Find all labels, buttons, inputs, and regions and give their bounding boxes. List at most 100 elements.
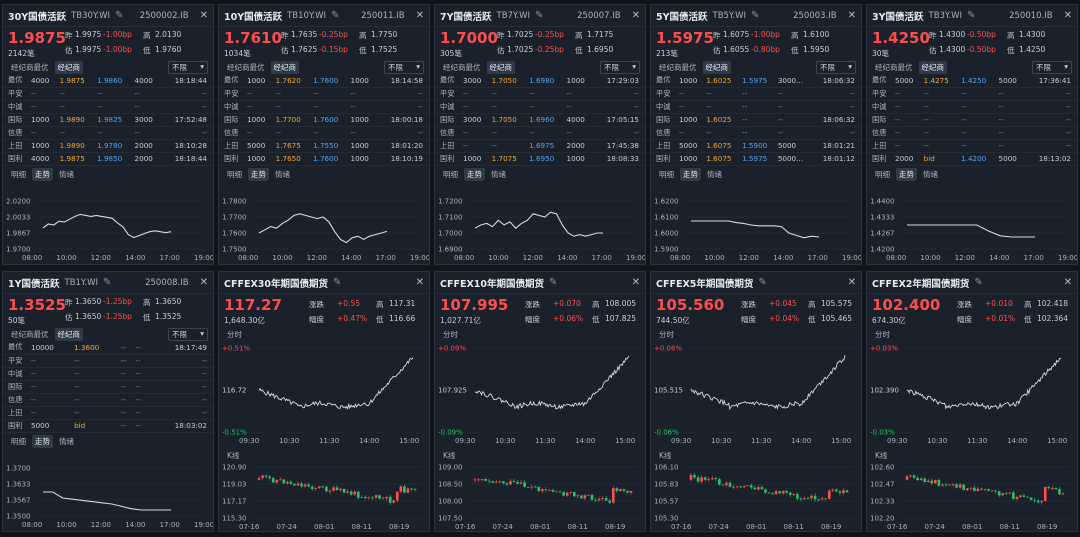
table-row[interactable]: 上田 1000 1.9890 1.9780 2000 18:10:28 <box>3 139 213 153</box>
table-row[interactable]: 最优 5000 1.4275 1.4250 5000 17:36:41 <box>867 74 1077 88</box>
tab-best-broker[interactable]: 经纪商最优 <box>227 62 265 72</box>
table-row[interactable]: 国际 -- -- -- -- -- <box>867 113 1077 127</box>
close-icon[interactable]: ✕ <box>847 277 856 288</box>
tab-mood[interactable]: 情绪 <box>275 170 290 179</box>
filter-select[interactable]: 不限 ▾ <box>168 60 208 74</box>
tab-mood[interactable]: 情绪 <box>59 170 74 179</box>
close-icon[interactable]: ✕ <box>1063 277 1072 288</box>
edit-pencil-icon[interactable]: ✎ <box>115 10 124 21</box>
close-icon[interactable]: ✕ <box>199 10 208 21</box>
table-row[interactable]: 信唐 -- -- -- -- -- <box>219 126 429 140</box>
table-row[interactable]: 中诚 -- -- -- -- -- <box>867 100 1077 114</box>
close-icon[interactable]: ✕ <box>631 277 640 288</box>
filter-select[interactable]: 不限 ▾ <box>168 327 208 341</box>
filter-select[interactable]: 不限 ▾ <box>384 60 424 74</box>
tab-broker[interactable]: 经纪商 <box>918 60 947 74</box>
table-row[interactable]: 中诚 -- -- -- -- -- <box>3 100 213 114</box>
edit-pencil-icon[interactable]: ✎ <box>758 277 767 288</box>
table-row[interactable]: 国利 5000 bid -- -- 18:03:02 <box>3 419 213 433</box>
table-row[interactable]: 平安 -- -- -- -- -- <box>867 87 1077 101</box>
tab-best-broker[interactable]: 经纪商最优 <box>875 62 913 72</box>
table-row[interactable]: 国利 1000 1.7075 1.6950 1000 18:08:33 <box>435 152 645 166</box>
tab-trend[interactable]: 走势 <box>680 168 701 181</box>
close-icon[interactable]: ✕ <box>199 277 208 288</box>
close-icon[interactable]: ✕ <box>631 10 640 21</box>
tab-detail[interactable]: 明细 <box>443 170 458 179</box>
table-row[interactable]: 国利 2000 bid 1.4200 5000 18:13:02 <box>867 152 1077 166</box>
tab-broker[interactable]: 经纪商 <box>702 60 731 74</box>
close-icon[interactable]: ✕ <box>847 10 856 21</box>
table-row[interactable]: 中诚 -- -- -- -- -- <box>651 100 861 114</box>
filter-select[interactable]: 不限 ▾ <box>600 60 640 74</box>
tab-best-broker[interactable]: 经纪商最优 <box>11 329 49 339</box>
edit-pencil-icon[interactable]: ✎ <box>103 277 112 288</box>
edit-pencil-icon[interactable]: ✎ <box>549 277 558 288</box>
filter-select[interactable]: 不限 ▾ <box>816 60 856 74</box>
tab-trend[interactable]: 走势 <box>32 435 53 448</box>
tab-detail[interactable]: 明细 <box>659 170 674 179</box>
tab-trend[interactable]: 走势 <box>464 168 485 181</box>
table-row[interactable]: 国利 4000 1.9875 1.9850 2000 18:18:44 <box>3 152 213 166</box>
table-row[interactable]: 中诚 -- -- -- -- -- <box>435 100 645 114</box>
table-row[interactable]: 平安 -- -- -- -- -- <box>435 87 645 101</box>
tab-broker[interactable]: 经纪商 <box>270 60 299 74</box>
table-row[interactable]: 信唐 -- -- -- -- -- <box>867 126 1077 140</box>
tab-trend[interactable]: 走势 <box>32 168 53 181</box>
table-row[interactable]: 中诚 -- -- -- -- -- <box>219 100 429 114</box>
table-row[interactable]: 平安 -- -- -- -- -- <box>651 87 861 101</box>
table-row[interactable]: 最优 1000 1.6025 1.5975 3000... 18:06:32 <box>651 74 861 88</box>
table-row[interactable]: 国际 -- -- -- -- -- <box>3 380 213 394</box>
table-row[interactable]: 上田 -- -- 1.6975 2000 17:45:38 <box>435 139 645 153</box>
quote-cell: 中诚 <box>3 367 29 381</box>
table-row[interactable]: 上田 5000 1.7675 1.7550 1000 18:01:20 <box>219 139 429 153</box>
table-row[interactable]: 国际 3000 1.7050 1.6960 4000 17:05:15 <box>435 113 645 127</box>
table-row[interactable]: 中诚 -- -- -- -- -- <box>3 367 213 381</box>
tab-mood[interactable]: 情绪 <box>707 170 722 179</box>
close-icon[interactable]: ✕ <box>1063 10 1072 21</box>
tab-broker[interactable]: 经纪商 <box>486 60 515 74</box>
table-row[interactable]: 信唐 -- -- -- -- -- <box>435 126 645 140</box>
table-row[interactable]: 上田 5000 1.6075 1.5900 5000 18:01:21 <box>651 139 861 153</box>
edit-pencil-icon[interactable]: ✎ <box>331 10 340 21</box>
table-row[interactable]: 平安 -- -- -- -- -- <box>3 354 213 368</box>
table-row[interactable]: 最优 1000 1.7620 1.7600 1000 18:14:58 <box>219 74 429 88</box>
table-row[interactable]: 信唐 -- -- -- -- -- <box>651 126 861 140</box>
edit-pencil-icon[interactable]: ✎ <box>535 10 544 21</box>
close-icon[interactable]: ✕ <box>415 10 424 21</box>
tab-best-broker[interactable]: 经纪商最优 <box>11 62 49 72</box>
table-row[interactable]: 上田 -- -- -- -- -- <box>3 406 213 420</box>
table-row[interactable]: 国利 1000 1.7650 1.7600 1000 18:10:19 <box>219 152 429 166</box>
table-row[interactable]: 国际 1000 1.9890 1.9825 3000 17:52:48 <box>3 113 213 127</box>
close-icon[interactable]: ✕ <box>415 277 424 288</box>
table-row[interactable]: 最优 4000 1.9875 1.9860 4000 18:18:44 <box>3 74 213 88</box>
tab-detail[interactable]: 明细 <box>11 437 26 446</box>
table-row[interactable]: 最优 3000 1.7050 1.6980 1000 17:29:03 <box>435 74 645 88</box>
table-row[interactable]: 最优 10000 1.3600 -- -- 18:17:49 <box>3 341 213 355</box>
edit-pencil-icon[interactable]: ✎ <box>967 10 976 21</box>
tab-best-broker[interactable]: 经纪商最优 <box>443 62 481 72</box>
tab-trend[interactable]: 走势 <box>896 168 917 181</box>
table-row[interactable]: 平安 -- -- -- -- -- <box>3 87 213 101</box>
table-row[interactable]: 信唐 -- -- -- -- -- <box>3 126 213 140</box>
filter-select[interactable]: 不限 ▾ <box>1032 60 1072 74</box>
edit-pencil-icon[interactable]: ✎ <box>333 277 342 288</box>
table-row[interactable]: 国际 1000 1.7700 1.7600 1000 18:00:18 <box>219 113 429 127</box>
tab-detail[interactable]: 明细 <box>875 170 890 179</box>
tab-best-broker[interactable]: 经纪商最优 <box>659 62 697 72</box>
edit-pencil-icon[interactable]: ✎ <box>974 277 983 288</box>
table-row[interactable]: 国利 1000 1.6075 1.5975 5000... 18:01:12 <box>651 152 861 166</box>
edit-pencil-icon[interactable]: ✎ <box>751 10 760 21</box>
tab-detail[interactable]: 明细 <box>227 170 242 179</box>
table-row[interactable]: 平安 -- -- -- -- -- <box>219 87 429 101</box>
table-row[interactable]: 上田 -- -- -- -- -- <box>867 139 1077 153</box>
tab-broker[interactable]: 经纪商 <box>54 60 83 74</box>
quote-cell: -- <box>740 126 776 140</box>
tab-detail[interactable]: 明细 <box>11 170 26 179</box>
table-row[interactable]: 信唐 -- -- -- -- -- <box>3 393 213 407</box>
table-row[interactable]: 国际 1000 1.6025 -- -- 18:06:32 <box>651 113 861 127</box>
tab-mood[interactable]: 情绪 <box>59 437 74 446</box>
tab-mood[interactable]: 情绪 <box>491 170 506 179</box>
tab-mood[interactable]: 情绪 <box>923 170 938 179</box>
tab-trend[interactable]: 走势 <box>248 168 269 181</box>
tab-broker[interactable]: 经纪商 <box>54 327 83 341</box>
